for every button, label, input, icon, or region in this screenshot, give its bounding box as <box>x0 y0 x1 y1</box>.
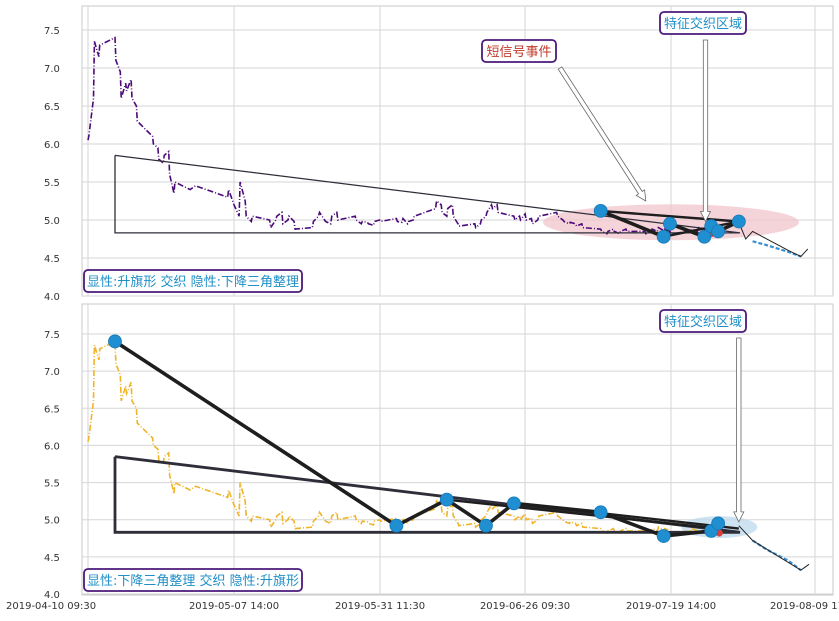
x-tick-label: 2019-04-10 09:30 <box>6 601 96 612</box>
annotation-box <box>659 309 747 333</box>
pivot-marker <box>663 216 677 231</box>
annotation-arrow <box>733 337 745 523</box>
pivot-marker <box>697 229 712 244</box>
top-panel: 4.0 4.5 5.0 5.5 6.0 6.5 7.0 7.5 短信号事件 特征交织区域显性:升旗… <box>44 5 834 303</box>
y-tick-label: 7.5 <box>44 330 60 341</box>
pivot-marker <box>108 334 122 349</box>
annotation-text: 特征交织区域 <box>664 16 742 32</box>
y-tick-label: 7.0 <box>44 64 60 75</box>
pivot-marker <box>593 203 608 218</box>
pattern-label-text: 显性:升旗形 交织 隐性:下降三角整理 <box>87 274 299 290</box>
y-tick-label: 6.0 <box>44 441 60 452</box>
pattern-line <box>446 498 719 530</box>
annotation-arrow <box>557 66 647 202</box>
y-tick-label: 5.5 <box>44 479 60 490</box>
annotation-text: 特征交织区域 <box>664 314 742 330</box>
price-series-line <box>752 240 802 258</box>
annotation-box <box>659 11 747 35</box>
y-tick-label: 7.0 <box>44 367 60 378</box>
y-tick-label: 6.0 <box>44 140 60 151</box>
pivot-marker <box>711 516 726 531</box>
y-tick-label: 5.5 <box>44 178 60 189</box>
pivot-marker <box>711 224 726 239</box>
pivot-marker <box>593 505 608 520</box>
pivot-marker <box>479 518 493 533</box>
price-series-line <box>87 36 721 235</box>
pattern-label-text: 显性:下降三角整理 交织 隐性:升旗形 <box>87 573 299 589</box>
pattern-label-box <box>83 269 303 293</box>
triangle-outline <box>113 455 741 534</box>
pivot-marker <box>656 229 671 244</box>
projection-tail <box>738 222 809 258</box>
y-tick-label: 4.0 <box>44 590 60 601</box>
plot-area <box>81 5 834 297</box>
pivot-marker <box>439 492 454 507</box>
triangle-outline <box>114 154 741 234</box>
pivot-marker <box>656 529 671 543</box>
y-tick-label: 5.0 <box>44 216 60 227</box>
pattern-line <box>513 502 739 530</box>
y-tick-label: 6.5 <box>44 102 60 113</box>
y-tick-label: 6.5 <box>44 404 60 415</box>
pivot-marker <box>507 496 521 511</box>
y-tick-label: 4.0 <box>44 292 60 303</box>
pattern-label-box <box>83 568 303 592</box>
bottom-panel: 4.0 4.5 5.0 5.5 6.0 6.5 7.0 7.5 特征交织区域显性:下降三角整理 … <box>44 303 834 601</box>
annotation-text: 短信号事件 <box>486 45 551 60</box>
x-axis: 2019-04-10 09:30 2019-05-07 14:00 2019-05-… <box>6 601 839 612</box>
annotation-box <box>481 39 557 63</box>
y-tick-label: 5.0 <box>44 516 60 527</box>
pivot-marker <box>731 214 746 229</box>
x-tick-label: 2019-07-19 14:00 <box>626 601 716 612</box>
x-tick-label: 2019-05-07 14:00 <box>189 601 279 612</box>
annotation-arrow <box>699 39 712 223</box>
y-tick-label: 4.5 <box>44 553 60 564</box>
y-tick-label: 4.5 <box>44 254 60 265</box>
x-tick-label: 2019-05-31 11:30 <box>335 601 425 612</box>
x-tick-label: 2019-06-26 09:30 <box>480 601 570 612</box>
x-tick-label: 2019-08-09 11:00 <box>770 601 839 612</box>
pattern-line <box>600 209 739 223</box>
pivot-marker <box>389 518 404 533</box>
pattern-line <box>663 220 740 238</box>
plot-area <box>81 303 834 596</box>
y-tick-label: 7.5 <box>44 26 60 37</box>
projection-tail <box>738 525 810 571</box>
